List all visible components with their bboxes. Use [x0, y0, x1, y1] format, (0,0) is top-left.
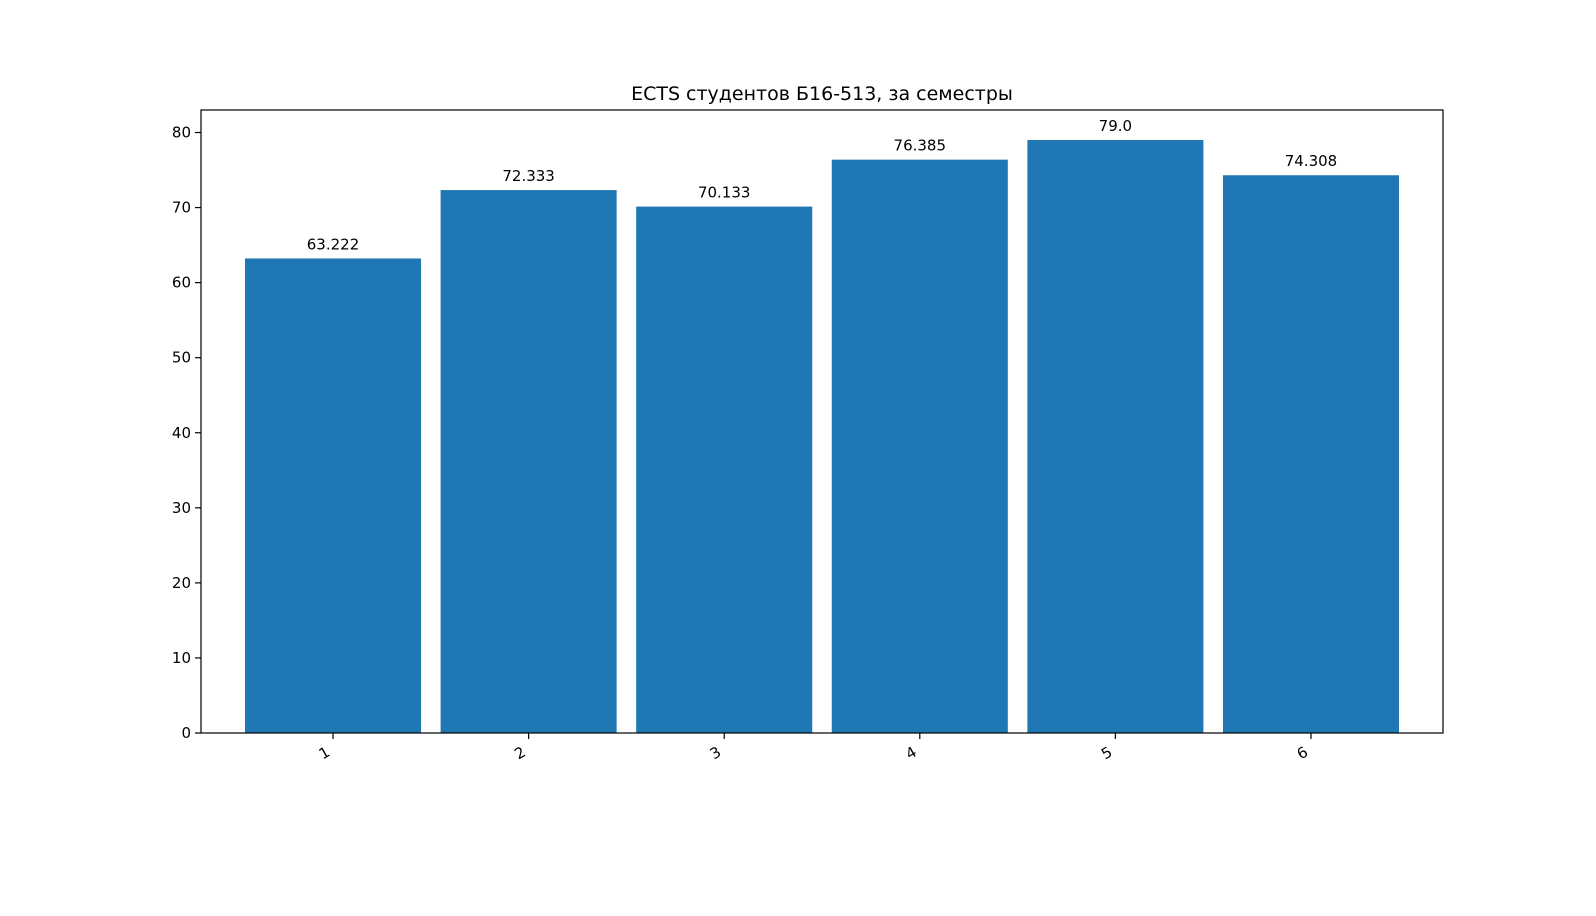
bar-value-label: 63.222: [307, 235, 360, 253]
x-tick-label: 6: [1294, 743, 1311, 763]
bar-value-label: 70.133: [698, 184, 751, 202]
bar-value-label: 76.385: [894, 137, 947, 155]
bar: [1222, 175, 1399, 733]
x-tick-label: 4: [903, 743, 920, 763]
x-tick-label: 1: [316, 743, 333, 763]
y-tick-label: 0: [181, 724, 191, 742]
bar: [440, 190, 617, 733]
y-tick-label: 40: [172, 424, 191, 442]
bar: [831, 159, 1008, 733]
x-axis: 1 2 3 4 5 6: [316, 733, 1312, 763]
y-tick-label: 10: [172, 649, 191, 667]
x-tick-label: 5: [1098, 743, 1115, 763]
bars: [245, 140, 1399, 733]
y-tick-label: 20: [172, 574, 191, 592]
bar: [1027, 140, 1204, 733]
bar-value-label: 72.333: [502, 167, 555, 185]
x-tick-label: 3: [707, 743, 724, 763]
y-tick-label: 70: [172, 199, 191, 217]
bar: [636, 206, 813, 733]
bar-value-label: 79.0: [1099, 117, 1132, 135]
x-tick-label: 2: [511, 743, 528, 763]
bar: [245, 258, 422, 733]
y-tick-label: 60: [172, 274, 191, 292]
y-tick-label: 80: [172, 124, 191, 142]
y-axis: 0 10 20 30 40 50 60 70 80: [172, 124, 201, 742]
y-tick-label: 30: [172, 499, 191, 517]
plot-frame: [200, 109, 1444, 734]
bar-value-label: 74.308: [1285, 152, 1338, 170]
y-tick-label: 50: [172, 349, 191, 367]
data-labels: 63.222 72.333 70.133 76.385 79.0 74.308: [307, 117, 1337, 253]
chart-title: ECTS студентов Б16-513, за семестры: [631, 83, 1013, 105]
